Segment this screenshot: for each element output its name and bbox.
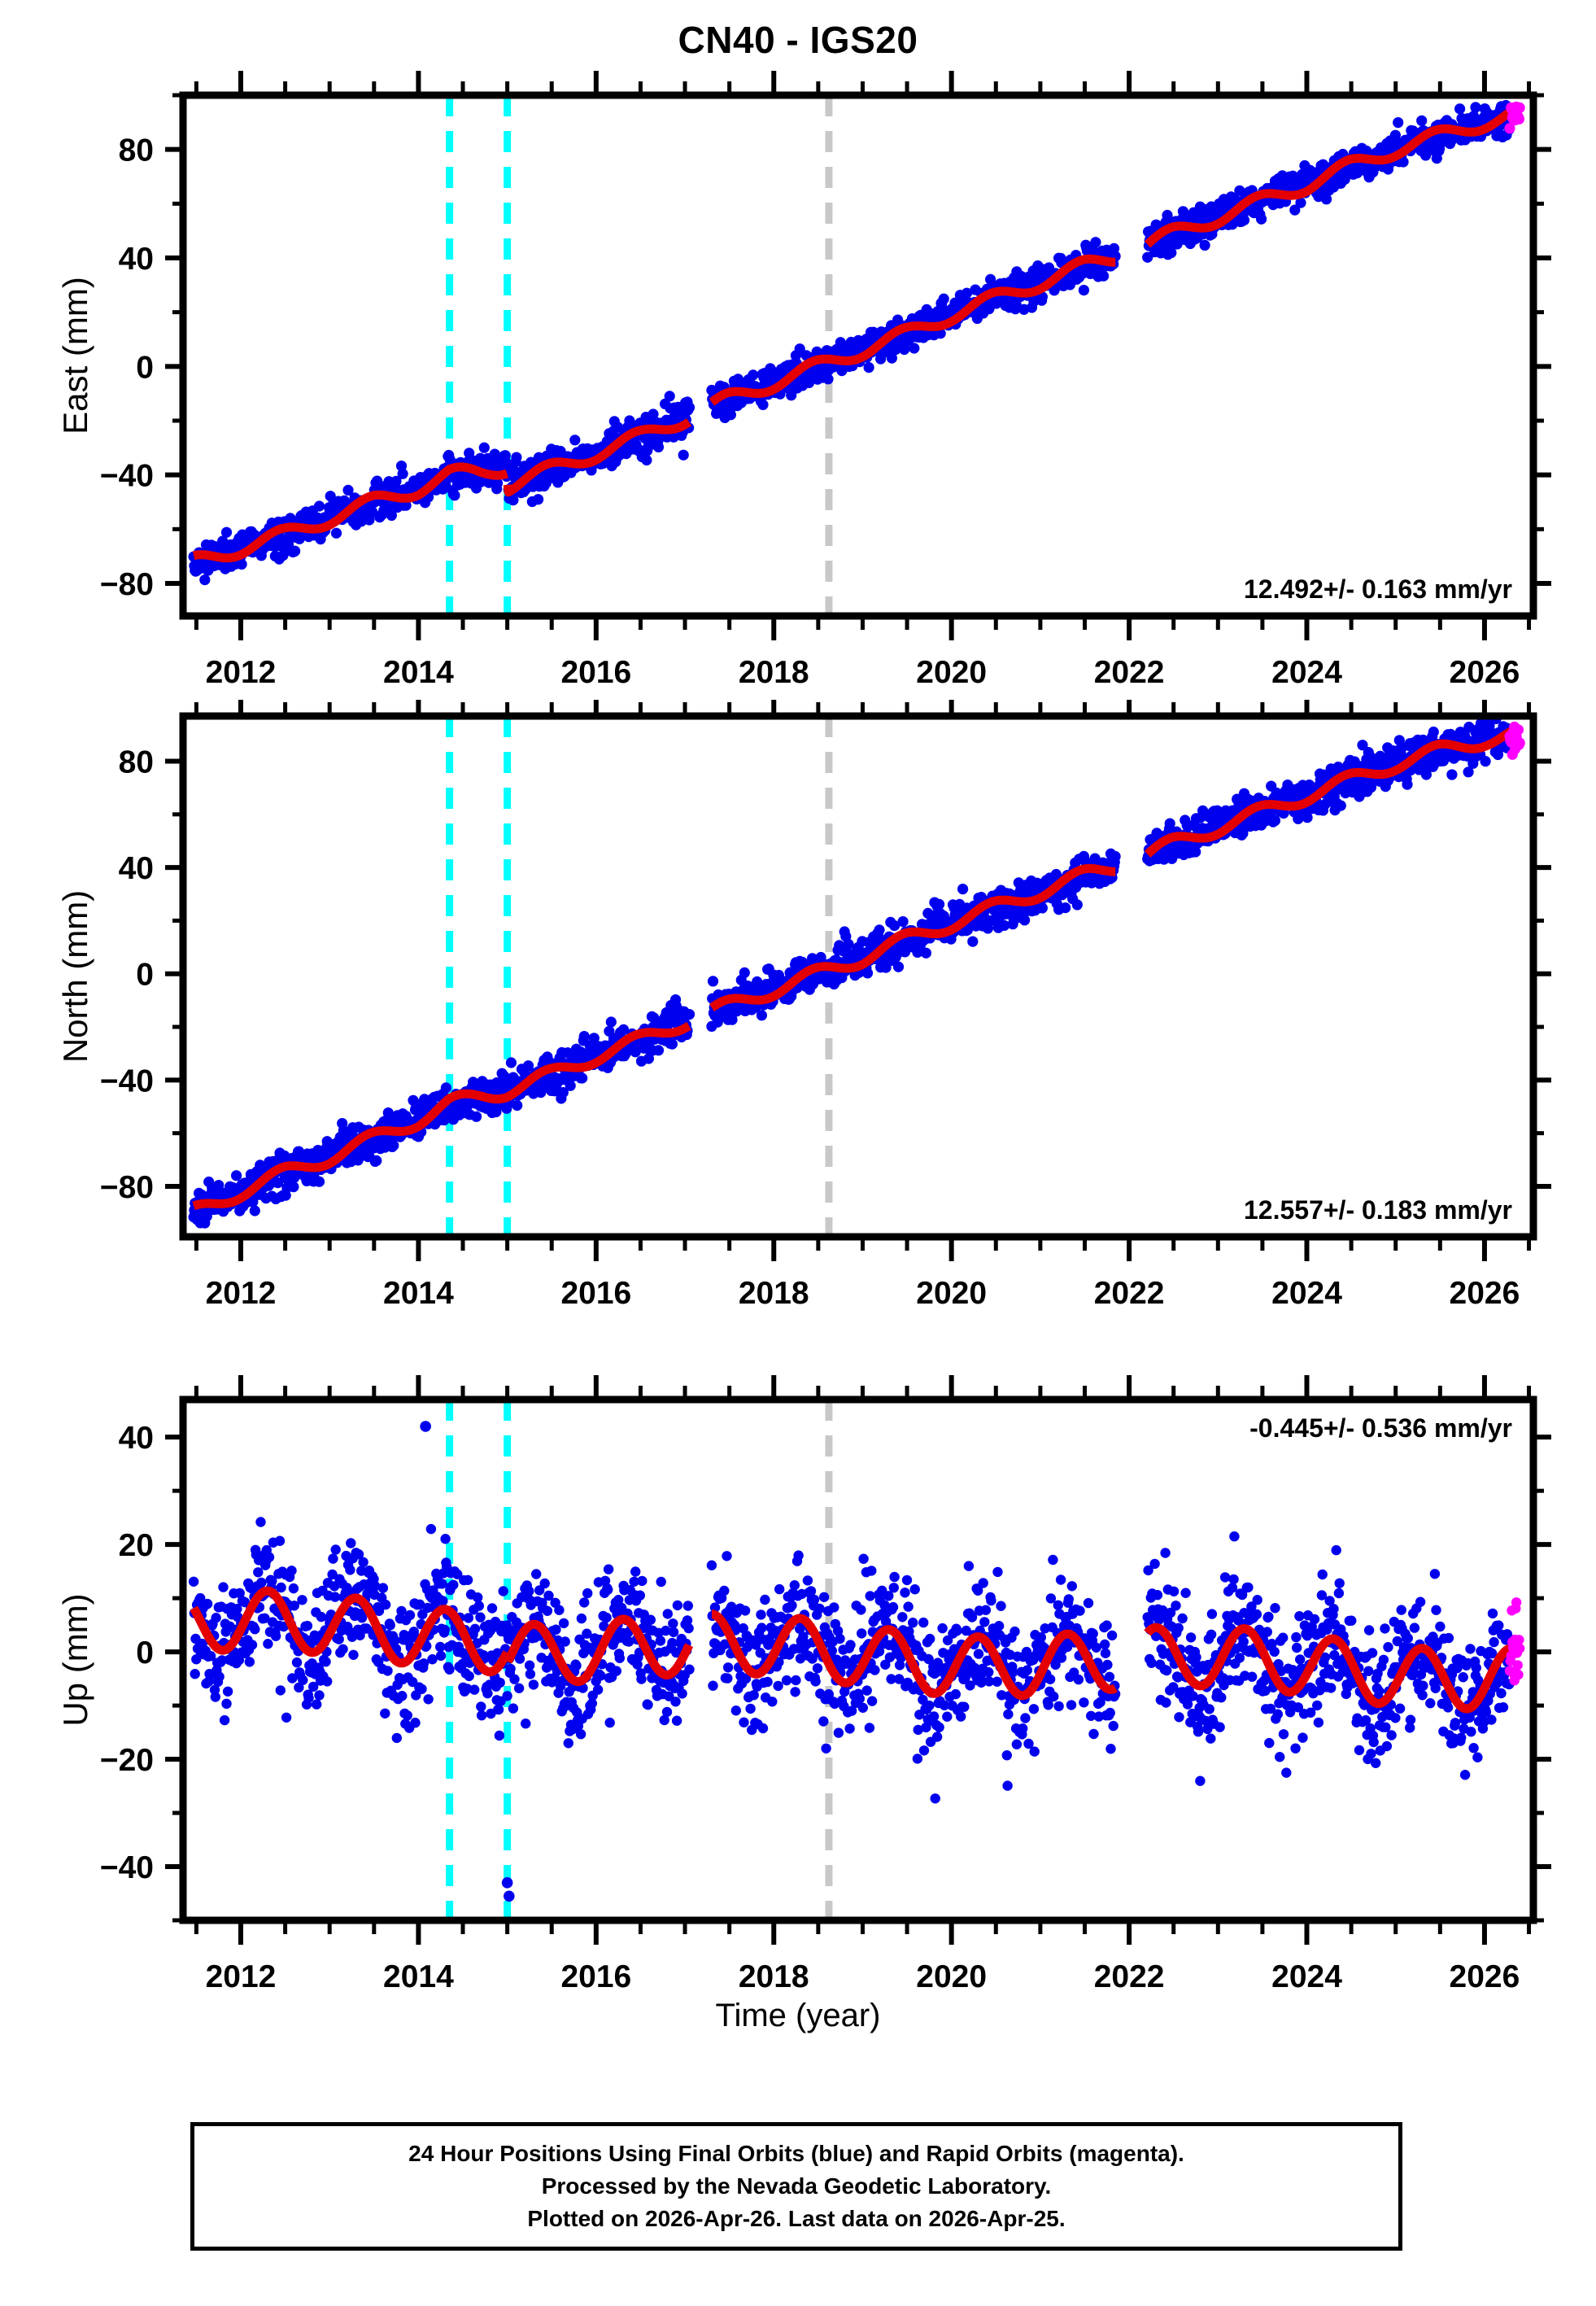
y-tick-label: −40 <box>100 459 154 494</box>
x-tick-label: 2016 <box>560 1959 631 1994</box>
y-tick-label: −20 <box>100 1743 154 1778</box>
y-axis-label: Up (mm) <box>56 1593 94 1726</box>
y-tick-label: 0 <box>136 1636 154 1671</box>
x-tick-label: 2014 <box>383 1276 454 1311</box>
panel-up: 40 20 0 −20 −40 2012 2014 2016 2018 2020 2022 2024 2… <box>0 1375 1596 2051</box>
x-tick-label: 2024 <box>1271 655 1342 690</box>
x-tick-label: 2018 <box>739 1276 809 1311</box>
x-tick-label: 2026 <box>1450 1276 1520 1311</box>
y-tick-label: 40 <box>119 242 154 277</box>
panel-north: 80 40 0 −40 −80 2012 2014 2016 2018 2020 2022 2024 2… <box>0 700 1596 1375</box>
rate-annotation: -0.445+/- 0.536 mm/yr <box>1249 1413 1512 1443</box>
y-tick-label: 80 <box>119 133 154 168</box>
x-tick-label: 2022 <box>1094 1276 1165 1311</box>
y-axis-label: North (mm) <box>56 890 94 1063</box>
x-tick-label: 2020 <box>916 1959 987 1994</box>
caption-line-2: Processed by the Nevada Geodetic Laborat… <box>541 2173 1052 2199</box>
y-axis-label: East (mm) <box>56 277 94 435</box>
x-tick-label: 2022 <box>1094 1959 1165 1994</box>
panel-up-svg: 40 20 0 −20 −40 2012 2014 2016 2018 2020 2022 2024 2… <box>56 1375 1551 1994</box>
x-tick-label: 2024 <box>1271 1276 1342 1311</box>
panel-east: 80 40 0 −40 −80 2012 2014 2016 2018 2020 2022 2024 2… <box>0 0 1596 700</box>
rate-annotation: 12.557+/- 0.183 mm/yr <box>1244 1195 1512 1225</box>
y-tick-label: −80 <box>100 1170 154 1205</box>
x-tick-label: 2020 <box>916 655 987 690</box>
rate-annotation: 12.492+/- 0.163 mm/yr <box>1244 574 1512 604</box>
caption-line-1: 24 Hour Positions Using Final Orbits (bl… <box>408 2141 1184 2167</box>
y-tick-label: −40 <box>100 1850 154 1885</box>
x-tick-label: 2026 <box>1450 1959 1520 1994</box>
y-tick-label: −80 <box>100 567 154 602</box>
x-tick-label: 2026 <box>1450 655 1520 690</box>
x-tick-label: 2014 <box>383 1959 454 1994</box>
x-tick-label: 2012 <box>206 1959 277 1994</box>
x-tick-label: 2020 <box>916 1276 987 1311</box>
x-tick-label: 2022 <box>1094 655 1165 690</box>
y-tick-label: 0 <box>136 350 154 385</box>
x-tick-label: 2018 <box>739 655 809 690</box>
caption-line-3: Plotted on 2026-Apr-26. Last data on 202… <box>527 2205 1066 2231</box>
panel-east-svg: 80 40 0 −40 −80 2012 2014 2016 2018 2020 2022 2024 2… <box>56 71 1551 690</box>
x-tick-label: 2016 <box>560 1276 631 1311</box>
x-tick-label: 2012 <box>206 655 277 690</box>
x-axis-label: Time (year) <box>715 1998 881 2033</box>
x-tick-label: 2014 <box>383 655 454 690</box>
panel-north-svg: 80 40 0 −40 −80 2012 2014 2016 2018 2020 2022 2024 2… <box>56 700 1551 1311</box>
y-tick-label: 80 <box>119 745 154 780</box>
y-tick-label: −40 <box>100 1063 154 1098</box>
caption-box: 24 Hour Positions Using Final Orbits (bl… <box>190 2122 1402 2251</box>
x-tick-label: 2012 <box>206 1276 277 1311</box>
x-tick-label: 2018 <box>739 1959 809 1994</box>
y-tick-label: 0 <box>136 958 154 993</box>
page-title: CN40 - IGS20 <box>678 19 918 61</box>
y-tick-label: 20 <box>119 1528 154 1563</box>
y-tick-label: 40 <box>119 851 154 886</box>
x-tick-label: 2024 <box>1271 1959 1342 1994</box>
y-tick-label: 40 <box>119 1421 154 1456</box>
x-tick-label: 2016 <box>560 655 631 690</box>
